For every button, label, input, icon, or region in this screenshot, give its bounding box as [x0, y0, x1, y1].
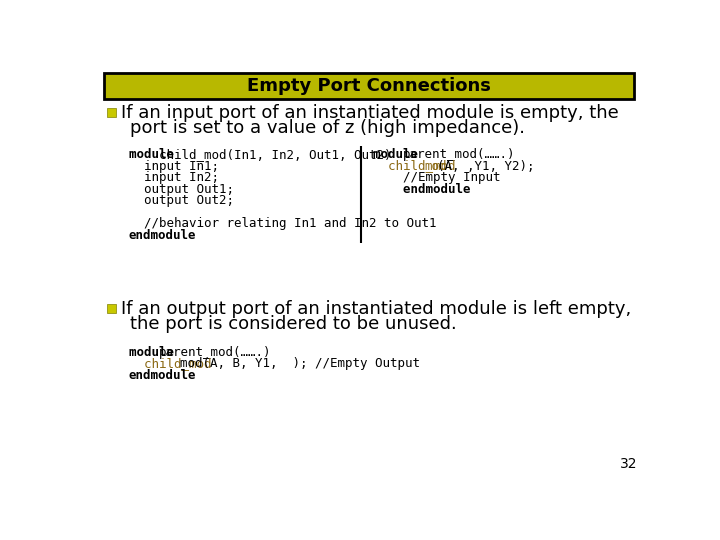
Text: 32: 32 [620, 457, 637, 470]
Text: child_mod(In1, In2, Out1, Out2): child_mod(In1, In2, Out1, Out2) [158, 148, 391, 161]
Text: //Empty Input: //Empty Input [373, 171, 500, 184]
Text: the port is considered to be unused.: the port is considered to be unused. [130, 314, 457, 333]
Text: module: module [129, 148, 181, 161]
Text: module: module [373, 148, 426, 161]
Text: mod(A, B, Y1,  ); //Empty Output: mod(A, B, Y1, ); //Empty Output [180, 357, 420, 370]
Text: module: module [129, 346, 181, 359]
Text: mod: mod [424, 159, 446, 172]
Text: Empty Port Connections: Empty Port Connections [247, 77, 491, 94]
Text: If an input port of an instantiated module is empty, the: If an input port of an instantiated modu… [121, 104, 618, 122]
Text: input In2;: input In2; [129, 171, 219, 184]
Text: (A, ,Y1, Y2);: (A, ,Y1, Y2); [437, 159, 534, 172]
Text: //behavior relating In1 and In2 to Out1: //behavior relating In1 and In2 to Out1 [129, 217, 436, 230]
Text: endmodule: endmodule [129, 369, 197, 382]
FancyBboxPatch shape [104, 72, 634, 99]
Text: endmodule: endmodule [129, 229, 197, 242]
Text: parent_mod(…….): parent_mod(…….) [402, 148, 516, 161]
FancyBboxPatch shape [107, 108, 117, 117]
Text: output Out2;: output Out2; [129, 194, 234, 207]
Text: input In1;: input In1; [129, 159, 219, 172]
Text: parent_mod(…….): parent_mod(…….) [158, 346, 271, 359]
Text: output Out1;: output Out1; [129, 183, 234, 195]
Text: child_mod: child_mod [373, 159, 463, 172]
Text: child_mod: child_mod [129, 357, 219, 370]
FancyBboxPatch shape [107, 303, 117, 313]
Text: port is set to a value of z (high impedance).: port is set to a value of z (high impeda… [130, 119, 526, 137]
Text: endmodule: endmodule [373, 183, 470, 195]
Text: If an output port of an instantiated module is left empty,: If an output port of an instantiated mod… [121, 300, 631, 318]
